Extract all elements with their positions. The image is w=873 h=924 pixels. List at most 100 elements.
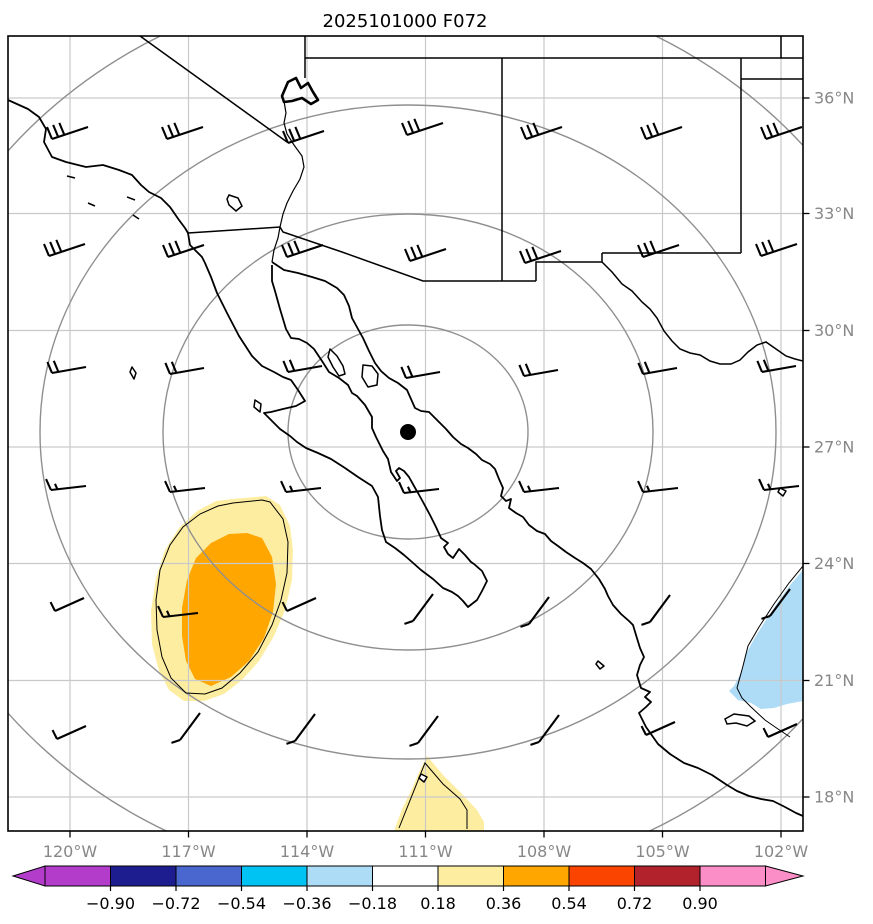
barb-tick <box>404 620 414 625</box>
barb-tick <box>281 601 288 612</box>
island-outline <box>132 214 140 220</box>
river-line <box>271 100 305 263</box>
barb-tick <box>526 124 534 138</box>
colorbar-tick-label: 0.90 <box>682 894 718 913</box>
wind-barb <box>49 597 85 612</box>
wind-barb <box>518 363 559 378</box>
wind-barb <box>758 478 800 492</box>
barb-tick <box>640 126 647 140</box>
barb-tick <box>164 480 171 493</box>
wind-barb <box>43 239 86 257</box>
colorbar-segment <box>110 865 177 887</box>
lakes <box>226 76 757 727</box>
longitude-tick-label: 105°W <box>635 842 690 861</box>
storm-center-dot <box>400 424 416 440</box>
barb-tick <box>281 244 288 258</box>
contour-line <box>736 565 803 738</box>
barb-tick <box>401 122 408 136</box>
barb-tick <box>406 365 414 378</box>
latitude-tick-label: 36°N <box>814 89 854 108</box>
map-frame <box>7 35 804 832</box>
barb-tick <box>161 126 168 140</box>
wind-barb <box>51 725 87 740</box>
island-outline <box>66 175 76 179</box>
wind-barbs <box>43 118 803 747</box>
barb-tick <box>157 605 164 618</box>
lake-outline <box>724 713 757 727</box>
rivers <box>271 100 305 263</box>
barb-tick <box>519 250 526 264</box>
negative-anomaly-east <box>729 570 803 709</box>
wind-barb <box>282 359 323 374</box>
barb-staff <box>294 713 316 742</box>
barb-tick <box>162 244 169 258</box>
wind-barb <box>755 239 798 257</box>
island-outline <box>361 364 379 388</box>
island-outline <box>327 348 346 377</box>
barb-tick <box>46 361 53 374</box>
barb-tick <box>518 480 525 493</box>
positive-anomaly-south <box>394 756 484 831</box>
barb-staff <box>767 723 798 738</box>
latitude-tick-label: 30°N <box>814 321 854 340</box>
barb-tick <box>409 742 419 747</box>
colorbar-tick-label: −0.72 <box>151 894 200 913</box>
wind-barb <box>401 118 444 136</box>
colorbar-tick-label: 0.36 <box>486 894 522 913</box>
barb-tick <box>404 248 411 262</box>
wind-barb <box>281 597 317 612</box>
wind-barb <box>637 240 680 258</box>
graticule <box>8 36 803 831</box>
barb-tick <box>294 126 302 140</box>
wind-barb <box>400 365 441 380</box>
barb-tick <box>646 485 651 492</box>
barb-tick <box>45 478 52 491</box>
barb-tick <box>525 248 533 262</box>
border-line <box>535 253 603 281</box>
barb-tick <box>49 241 57 255</box>
island-outline <box>129 366 137 380</box>
barb-tick <box>755 243 762 257</box>
wind-barb <box>164 480 206 494</box>
barb-tick <box>54 483 59 490</box>
coastline <box>8 99 488 608</box>
longitude-tick-label: 117°W <box>161 842 216 861</box>
barb-tick <box>282 130 289 144</box>
colorbar: −0.90 −0.72 −0.54 −0.36 −0.18 0.18 0.36 0.54 0.7… <box>11 865 805 913</box>
barb-staff <box>538 714 560 743</box>
border-line <box>601 261 803 365</box>
latitude-tick-label: 18°N <box>814 788 854 807</box>
wind-barb <box>520 122 563 140</box>
barb-tick <box>772 122 780 136</box>
barb-tick <box>531 246 539 260</box>
latitude-tick-label: 33°N <box>814 204 854 223</box>
barb-tick <box>173 485 178 492</box>
island-outline <box>777 487 787 497</box>
wind-barb <box>404 593 434 625</box>
barb-tick <box>407 486 412 493</box>
island-outline <box>595 660 605 670</box>
plot-title: 2025101000 F072 <box>323 11 488 32</box>
wind-barb <box>518 480 560 494</box>
coastlines <box>8 99 803 817</box>
barb-tick <box>410 246 418 260</box>
latitude-tick-label: 21°N <box>814 671 854 690</box>
barb-tick <box>286 740 296 745</box>
barb-tick <box>166 610 171 617</box>
map-content <box>8 36 803 831</box>
barb-tick <box>293 240 301 254</box>
colorbar-segment <box>372 865 439 887</box>
barb-tick <box>652 122 660 136</box>
wind-barb <box>46 360 87 375</box>
barb-tick <box>524 363 532 376</box>
wind-barb <box>286 713 316 745</box>
wind-barb <box>520 596 550 628</box>
barb-tick <box>400 366 407 379</box>
colorbar-tick-label: −0.36 <box>282 894 331 913</box>
colorbar-segment <box>175 865 242 887</box>
barb-tick <box>527 485 532 492</box>
latitude-tick-label: 24°N <box>814 554 854 573</box>
barb-tick <box>46 126 53 140</box>
contour-line <box>155 499 289 695</box>
wind-barb <box>762 723 798 738</box>
